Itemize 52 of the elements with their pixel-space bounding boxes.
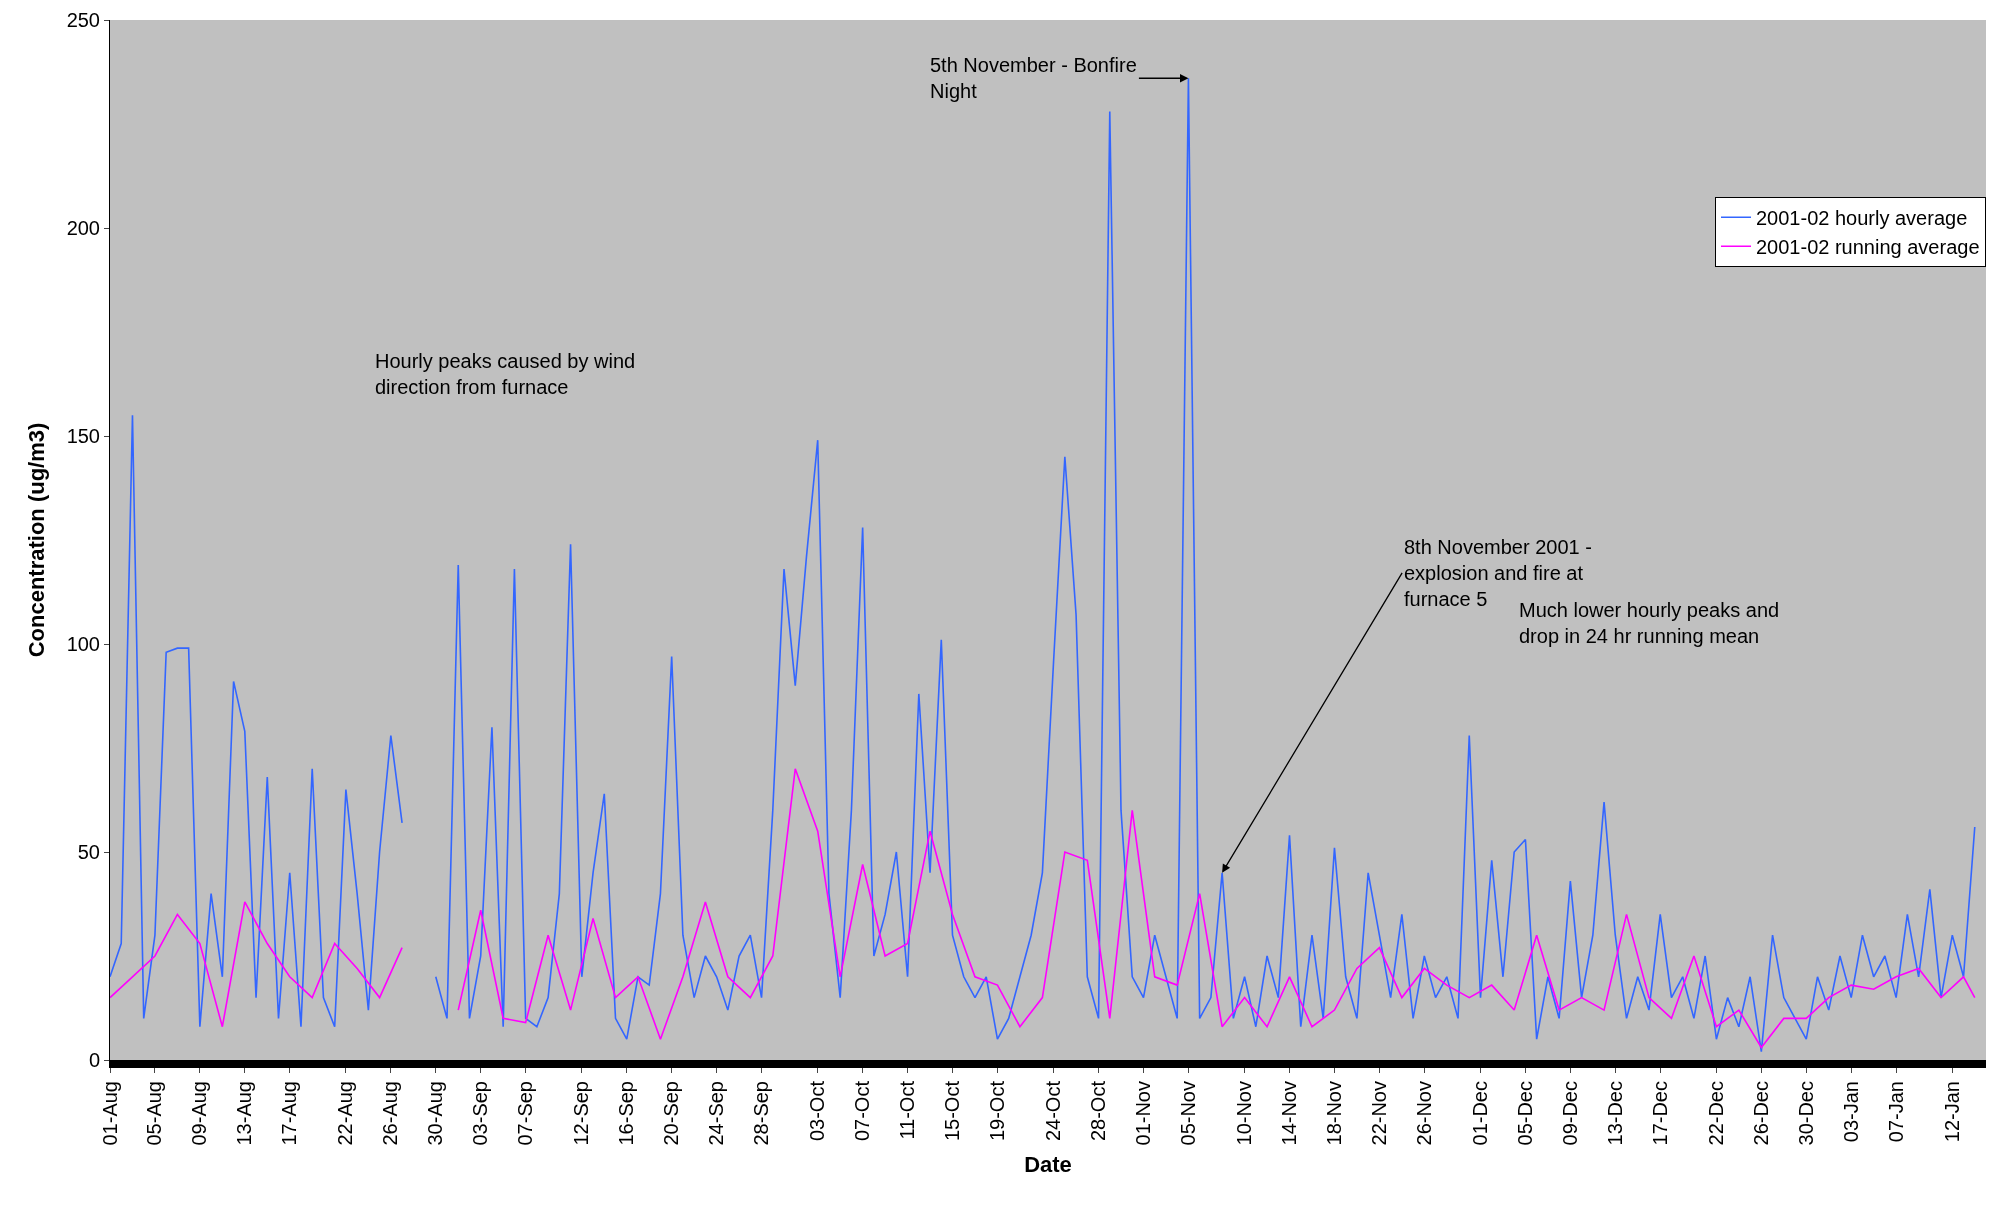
x-tick-label: 19-Oct: [985, 1080, 1008, 1142]
x-tick-label: 01-Dec: [1468, 1081, 1491, 1146]
y-tick-label: 100: [66, 633, 100, 655]
y-tick-label: 250: [66, 9, 100, 31]
y-tick-label: 200: [66, 217, 100, 239]
x-tick-label: 03-Oct: [806, 1080, 829, 1142]
y-tick-label: 150: [66, 425, 100, 447]
x-tick-label: 18-Nov: [1322, 1081, 1345, 1146]
x-tick-label: 17-Dec: [1648, 1081, 1671, 1146]
legend-label: 2001-02 hourly average: [1756, 207, 1968, 230]
x-tick-label: 13-Aug: [233, 1081, 256, 1146]
x-tick-label: 30-Dec: [1794, 1081, 1817, 1146]
x-tick-label: 07-Sep: [514, 1081, 537, 1146]
x-tick-label: 22-Nov: [1367, 1081, 1390, 1146]
x-tick-label: 24-Sep: [705, 1081, 728, 1146]
x-tick-label: 10-Nov: [1233, 1081, 1256, 1146]
x-tick-label: 28-Oct: [1087, 1080, 1110, 1142]
x-tick-label: 13-Dec: [1603, 1081, 1626, 1146]
x-tick-label: 01-Nov: [1131, 1081, 1154, 1146]
x-tick-label: 09-Dec: [1558, 1081, 1581, 1146]
x-tick-label: 15-Oct: [941, 1080, 964, 1142]
x-tick-label: 09-Aug: [188, 1081, 211, 1146]
x-tick-label: 24-Oct: [1042, 1080, 1065, 1142]
x-tick-label: 01-Aug: [98, 1081, 121, 1146]
x-tick-label: 20-Sep: [660, 1081, 683, 1146]
x-tick-label: 05-Aug: [143, 1081, 166, 1146]
x-tick-label: 26-Nov: [1412, 1081, 1435, 1146]
x-tick-label: 22-Aug: [334, 1081, 357, 1146]
x-tick-label: 16-Sep: [615, 1081, 638, 1146]
y-tick-label: 0: [88, 1049, 100, 1071]
x-tick-label: 05-Nov: [1176, 1081, 1199, 1146]
x-tick-label: 28-Sep: [750, 1081, 773, 1146]
x-tick-label: 11-Oct: [896, 1080, 919, 1140]
x-tick-label: 14-Nov: [1278, 1081, 1301, 1146]
y-tick-label: 50: [77, 841, 100, 863]
legend-label: 2001-02 running average: [1756, 236, 1980, 259]
x-tick-label: 12-Sep: [570, 1081, 593, 1146]
annotation: 5th November - Bonfire Night: [930, 54, 1137, 102]
x-tick-label: 03-Sep: [469, 1081, 492, 1146]
x-tick-label: 26-Aug: [379, 1081, 402, 1146]
x-tick-label: 07-Oct: [851, 1080, 874, 1142]
x-tick-label: 05-Dec: [1513, 1081, 1536, 1146]
x-tick-label: 03-Jan: [1839, 1081, 1862, 1143]
annotation: Hourly peaks caused by wind direction from furnace: [375, 350, 636, 398]
x-tick-label: 07-Jan: [1884, 1081, 1907, 1143]
x-tick-label: 12-Jan: [1940, 1081, 1963, 1143]
x-axis-title: Date: [1024, 1151, 1072, 1177]
x-tick-label: 30-Aug: [424, 1081, 447, 1146]
y-axis-title: Concentration (ug/m3): [24, 422, 50, 658]
x-tick-label: 22-Dec: [1704, 1081, 1727, 1146]
x-tick-label: 26-Dec: [1749, 1081, 1772, 1146]
x-tick-label: 17-Aug: [278, 1081, 301, 1146]
